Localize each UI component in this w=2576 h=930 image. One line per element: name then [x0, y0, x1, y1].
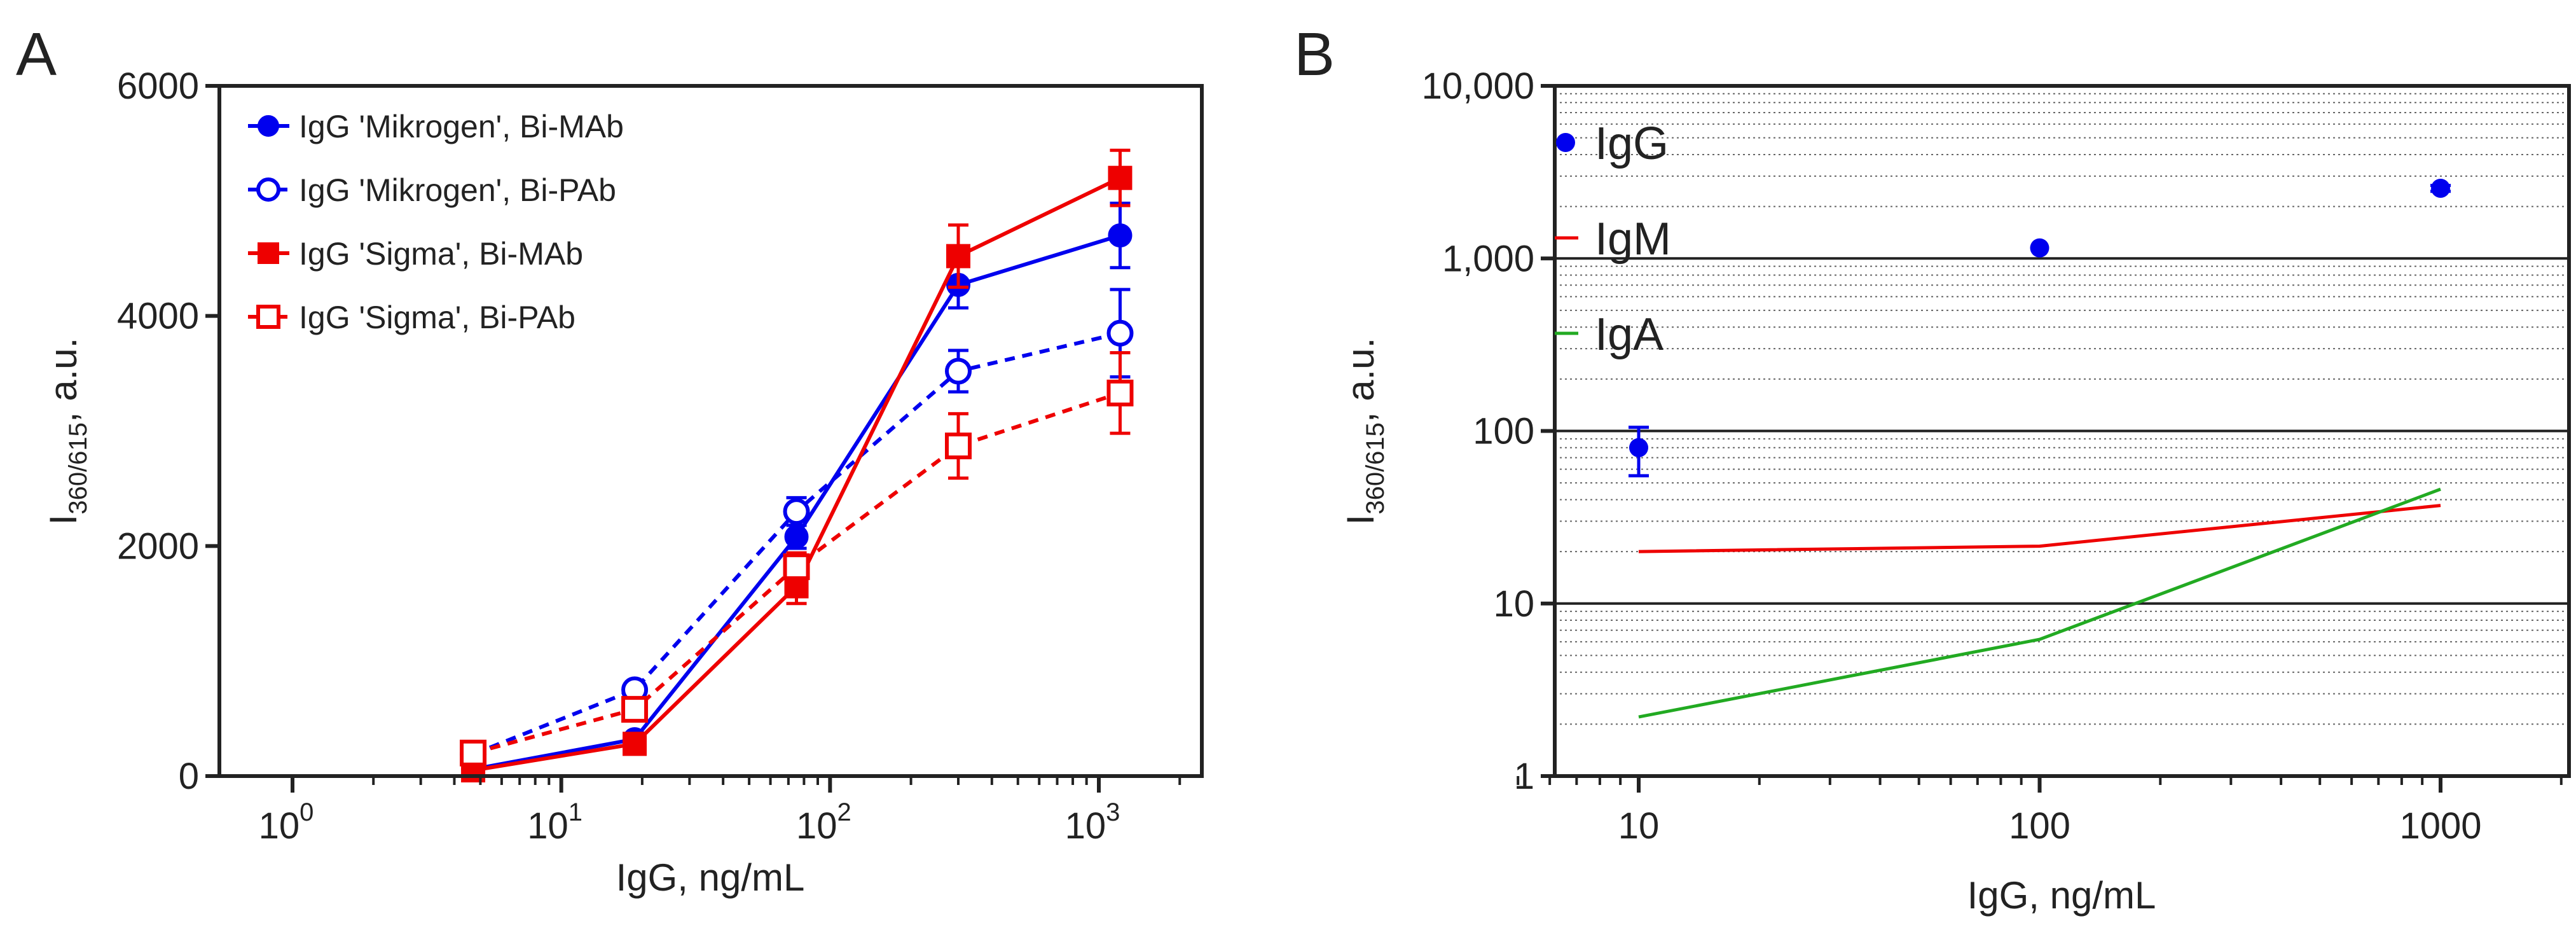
panel-a-x-tick-base: 10	[527, 805, 568, 847]
panel-a-series-0	[461, 201, 1133, 782]
panel-a-x-tick-base: 10	[259, 805, 300, 847]
panel-a-x-tick-exponent: 2	[837, 798, 851, 826]
panel-b-data-point	[1629, 438, 1648, 457]
panel-a-y-ticks: 0 2000 4000 6000	[117, 66, 219, 797]
panel-a-x-tick-label: 103	[1065, 798, 1120, 847]
panel-a-data-point	[1108, 165, 1133, 190]
panel-b-y-tick-label: 1,000	[1442, 238, 1534, 279]
panel-a-x-tick-base: 10	[796, 805, 837, 847]
panel-a-data-point	[1106, 319, 1134, 347]
panel-a-data-point	[460, 739, 487, 767]
panel-a-y-tick-label: 4000	[117, 296, 199, 337]
panel-a-legend-entry: IgG 'Sigma', Bi-MAb	[248, 236, 583, 272]
panel-a-data-point	[944, 433, 972, 460]
panel-b-y-label-main: I	[1339, 515, 1382, 525]
panel-b-legend: IgG IgM IgA	[1555, 118, 1671, 360]
panel-a-y-tick-label: 0	[179, 756, 199, 797]
panel-a-data-point	[1108, 223, 1133, 248]
panel-a-series	[460, 148, 1134, 782]
panel-a-data-point	[621, 696, 649, 723]
panel-a-legend-label: IgG 'Sigma', Bi-PAb	[299, 300, 575, 335]
panel-a-legend-marker	[258, 115, 279, 137]
panel-b-x-axis-label: IgG, ng/mL	[1967, 874, 2156, 917]
panel-b-series-0	[1629, 178, 2451, 478]
panel-b-legend-entry: IgG	[1556, 118, 1669, 169]
panel-a-x-tick-exponent: 3	[1106, 798, 1120, 826]
panel-a-x-tick-label: 101	[527, 798, 582, 847]
panel-b-data-point	[2030, 238, 2049, 258]
panel-a-x-axis-label: IgG, ng/mL	[616, 856, 805, 899]
panel-b-series-2	[1638, 487, 2441, 719]
panel-a-y-axis-label: I360/615, a.u.	[42, 338, 92, 525]
panel-a-x-tick-label: 100	[259, 798, 314, 847]
panel-b-y-label-tail: , a.u.	[1339, 338, 1382, 422]
panel-a-legend-label: IgG 'Mikrogen', Bi-MAb	[299, 109, 624, 144]
panel-a-series-3	[460, 351, 1134, 767]
panel-a-data-point	[944, 357, 972, 385]
panel-b-y-tick-label: 10	[1493, 583, 1534, 625]
panel-a-data-point	[783, 498, 810, 525]
panel-a-legend: IgG 'Mikrogen', Bi-MAb IgG 'Mikrogen', Bi…	[248, 109, 624, 335]
panel-b-legend-label: IgG	[1595, 118, 1669, 169]
panel-a-x-ticks: 100 101 102 103	[259, 776, 1181, 847]
panel-b-x-tick-label: 1000	[2399, 805, 2481, 847]
panel-b-grid	[1555, 93, 2569, 725]
panel-b-label: B	[1294, 20, 1335, 88]
panel-b-y-label-sub: 360/615	[1361, 422, 1389, 515]
panel-b-legend-label: IgA	[1595, 309, 1663, 360]
panel-a-x-tick-exponent: 1	[568, 798, 582, 826]
panel-a-legend-marker	[258, 242, 279, 264]
panel-a-legend-marker	[256, 305, 280, 329]
panel-b-x-tick-label: 10	[1618, 805, 1660, 847]
panel-b-legend-marker	[1556, 133, 1575, 152]
panel-a-y-tick-label: 6000	[117, 66, 199, 107]
panel-b-y-tick-label: 10,000	[1422, 66, 1534, 107]
panel-b-y-tick-label: 100	[1473, 411, 1534, 452]
panel-a-data-point	[946, 244, 970, 268]
panel-b-legend-entry: IgA	[1555, 309, 1663, 360]
panel-b-series	[1629, 178, 2451, 719]
panel-a-legend-entry: IgG 'Sigma', Bi-PAb	[248, 300, 575, 335]
panel-b-x-ticks: 10 100 1000	[1517, 776, 2563, 847]
panel-a-plot-frame	[217, 84, 1204, 778]
panel-b-y-axis-label: I360/615, a.u.	[1339, 338, 1389, 525]
panel-b-data-point	[2431, 178, 2450, 198]
panel-a-data-point	[783, 553, 810, 580]
panel-a-x-tick-label: 102	[796, 798, 851, 847]
panel-a-x-tick-base: 10	[1065, 805, 1106, 847]
panel-a-legend-entry: IgG 'Mikrogen', Bi-MAb	[248, 109, 624, 144]
panel-a-legend-marker	[256, 177, 280, 202]
panel-b-x-tick-label: 100	[2009, 805, 2070, 847]
panel-b-legend-entry: IgM	[1555, 214, 1671, 265]
panel-b-legend-label: IgM	[1595, 214, 1671, 265]
panel-a-y-label-sub: 360/615	[64, 422, 92, 515]
panel-b-series-line	[1638, 487, 2441, 719]
panel-b-series-line	[1638, 504, 2441, 553]
panel-a-y-label-tail: , a.u.	[42, 338, 85, 422]
panel-a-legend-entry: IgG 'Mikrogen', Bi-PAb	[248, 172, 616, 208]
panel-a-legend-label: IgG 'Mikrogen', Bi-PAb	[299, 172, 616, 208]
panel-a-x-tick-exponent: 0	[300, 798, 313, 826]
panel-a-data-point	[623, 732, 647, 756]
panel-a-data-point	[784, 524, 809, 549]
panel-a-label: A	[16, 20, 57, 88]
panel-b-series-1	[1638, 504, 2441, 553]
panel-a-y-label-main: I	[42, 515, 85, 525]
panel-a-y-tick-label: 2000	[117, 525, 199, 567]
panel-a-data-point	[1106, 379, 1134, 406]
panel-a-legend-label: IgG 'Sigma', Bi-MAb	[299, 236, 583, 272]
